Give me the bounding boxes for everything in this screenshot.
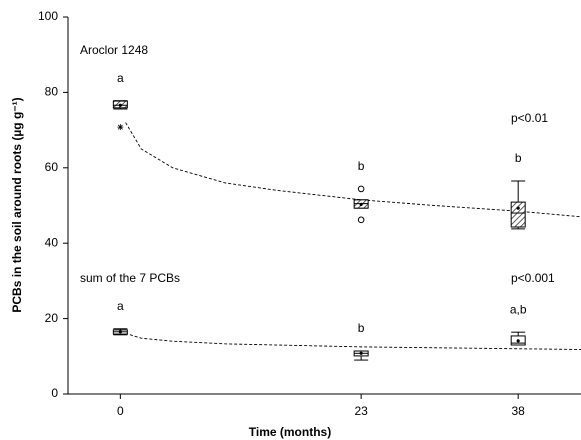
mean	[359, 351, 363, 355]
p-value: p<0.001	[511, 271, 555, 285]
y-tick-label: 0	[51, 386, 58, 400]
significance-letter: a	[117, 71, 124, 85]
y-tick-label: 20	[45, 311, 59, 325]
mean	[118, 103, 122, 107]
fit-curve	[125, 122, 581, 218]
y-axis-label: PCBs in the soil around roots (µg g⁻¹)	[10, 97, 24, 312]
y-tick-label: 80	[45, 85, 59, 99]
outlier	[357, 216, 365, 224]
panel-label: sum of the 7 PCBs	[80, 271, 180, 285]
x-tick-label: 38	[512, 404, 526, 418]
significance-letter: a,b	[510, 302, 527, 316]
x-tick-label: 0	[117, 404, 124, 418]
extreme	[117, 124, 123, 130]
significance-letter: a	[117, 299, 124, 313]
y-tick-label: 60	[45, 160, 59, 174]
significance-letter: b	[358, 159, 365, 173]
significance-letter: b	[515, 151, 522, 165]
x-tick-label: 23	[354, 404, 368, 418]
mean	[118, 330, 122, 334]
significance-letter: b	[358, 321, 365, 335]
mean	[359, 202, 363, 206]
panel-label: Aroclor 1248	[80, 43, 148, 57]
x-axis-label: Time (months)	[249, 425, 331, 439]
fit-curve	[120, 331, 581, 350]
mean	[516, 339, 520, 343]
outlier	[357, 185, 365, 193]
y-tick-label: 40	[45, 235, 59, 249]
box	[510, 201, 526, 228]
mean	[516, 206, 520, 210]
y-tick-label: 100	[38, 9, 58, 23]
p-value: p<0.01	[511, 111, 548, 125]
